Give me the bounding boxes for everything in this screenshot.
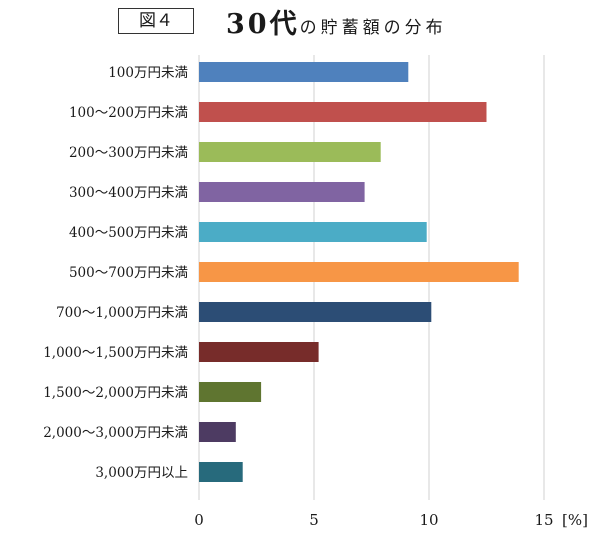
category-label: 500～700万円未満 — [69, 265, 188, 281]
category-label: 700～1,000万円未満 — [56, 305, 188, 321]
category-label: 200～300万円未満 — [69, 145, 188, 161]
bar-6 — [199, 302, 432, 322]
bar-10 — [199, 462, 243, 482]
bar-7 — [199, 342, 319, 362]
chart-title-sub: の貯蓄額の分布 — [299, 18, 447, 38]
bar-5 — [199, 262, 519, 282]
chart-title: 30代の貯蓄額の分布 — [226, 2, 447, 41]
category-label: 2,000～3,000万円未満 — [43, 425, 188, 441]
bar-9 — [199, 422, 236, 442]
x-tick-label: 0 — [194, 511, 204, 529]
category-label: 400～500万円未満 — [69, 225, 188, 241]
bar-1 — [199, 102, 487, 122]
x-unit-label: [%] — [562, 511, 588, 529]
category-label: 1,000～1,500万円未満 — [43, 345, 188, 361]
bar-0 — [199, 62, 409, 82]
x-tick-label: 10 — [419, 511, 438, 529]
bar-8 — [199, 382, 262, 402]
x-tick-label: 15 — [534, 511, 553, 529]
category-label: 100万円未満 — [108, 65, 188, 81]
category-label: 300～400万円未満 — [69, 185, 188, 201]
category-label: 100～200万円未満 — [69, 105, 188, 121]
bar-2 — [199, 142, 381, 162]
bar-3 — [199, 182, 365, 202]
x-tick-label: 5 — [309, 511, 319, 529]
figure-label: 図４ — [118, 8, 194, 34]
category-label: 3,000万円以上 — [95, 465, 188, 481]
category-label: 1,500～2,000万円未満 — [43, 385, 188, 401]
chart-title-main: 30代 — [226, 9, 300, 40]
bar-4 — [199, 222, 427, 242]
